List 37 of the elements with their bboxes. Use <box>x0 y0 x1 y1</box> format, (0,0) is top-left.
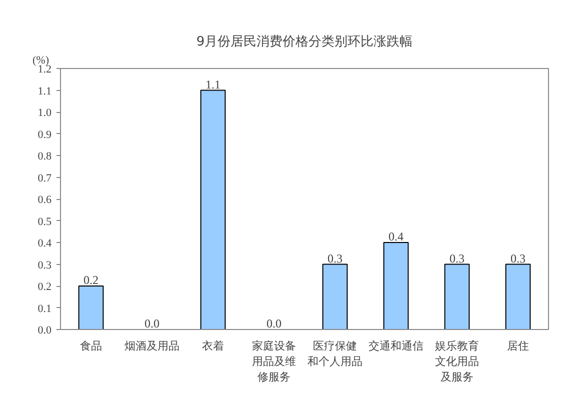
text: 1.1 <box>38 85 52 98</box>
data-label: 0.3 <box>450 251 464 266</box>
text: 0.7 <box>38 172 52 184</box>
data-label: 1.1 <box>206 77 220 92</box>
text: 1.2 <box>38 64 52 76</box>
data-label: 0.0 <box>266 316 282 330</box>
y-axis-title: (%) <box>32 54 50 66</box>
data-label: 0.2 <box>84 273 98 287</box>
text: 1.0 <box>38 107 52 119</box>
data-label: 0.3 <box>510 251 526 266</box>
data-label: 0.0 <box>144 316 160 330</box>
x-tick-label: 食品 <box>80 340 102 352</box>
x-tick-label: 交通和通信 <box>368 340 424 352</box>
x-tick-label: 医疗保健和个人用品 <box>308 340 362 368</box>
text: 0.8 <box>38 150 52 162</box>
bar <box>383 242 409 330</box>
x-tick-label: 居住 <box>507 340 529 352</box>
data-label: 0.3 <box>328 251 342 266</box>
text: 0.1 <box>38 302 52 315</box>
bar <box>78 286 104 330</box>
x-tick-label: 娱乐教育文化用品及服务 <box>435 340 479 384</box>
text: 0.2 <box>38 281 52 293</box>
text: 0.9 <box>38 128 52 141</box>
text: 0.5 <box>38 216 52 228</box>
x-tick-label: 家庭设备用品及维修服务 <box>252 340 296 384</box>
x-tick-label: 烟酒及用品 <box>124 340 180 352</box>
chart-title: 9月份居民消费价格分类别环比涨跌幅 <box>196 34 413 50</box>
bar <box>200 90 226 330</box>
x-tick-label: 衣着 <box>202 340 224 352</box>
data-label: 0.4 <box>388 230 404 244</box>
bar <box>505 264 531 330</box>
text: 0.3 <box>38 259 52 272</box>
text: 0.0 <box>38 324 52 336</box>
bar <box>322 264 348 330</box>
text: 0.4 <box>38 238 52 250</box>
bar <box>444 264 470 330</box>
text: 0.6 <box>38 194 52 206</box>
